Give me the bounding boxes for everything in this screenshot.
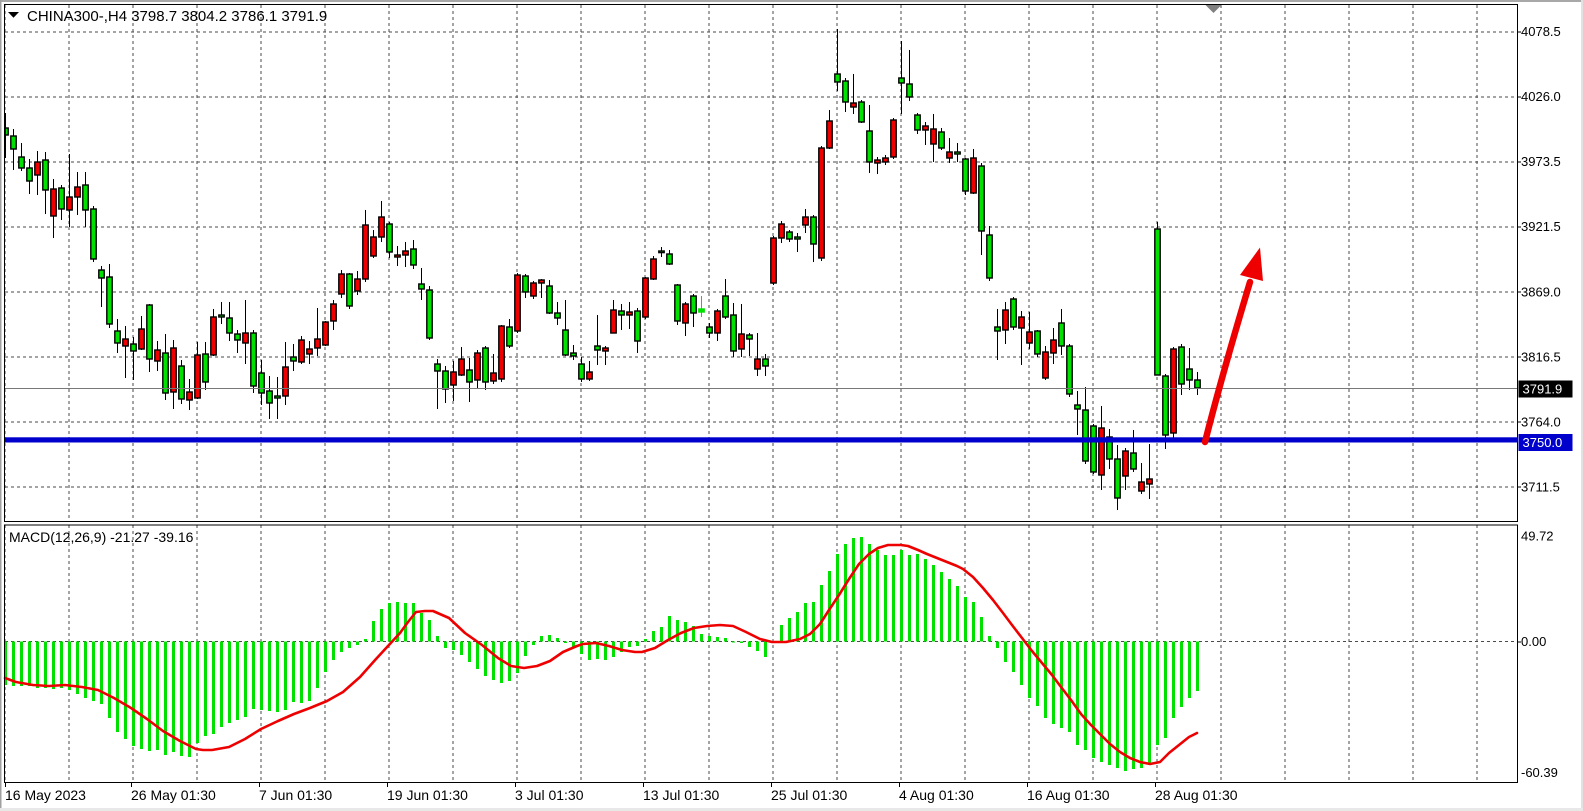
svg-text:7 Jun 01:30: 7 Jun 01:30 bbox=[259, 787, 332, 803]
svg-text:3921.5: 3921.5 bbox=[1521, 219, 1561, 234]
svg-text:4078.5: 4078.5 bbox=[1521, 24, 1561, 39]
svg-text:3764.0: 3764.0 bbox=[1521, 414, 1561, 429]
svg-text:13 Jul 01:30: 13 Jul 01:30 bbox=[643, 787, 719, 803]
svg-text:19 Jun 01:30: 19 Jun 01:30 bbox=[387, 787, 468, 803]
svg-text:4026.0: 4026.0 bbox=[1521, 89, 1561, 104]
svg-text:MACD(12,26,9) -21.27 -39.16: MACD(12,26,9) -21.27 -39.16 bbox=[9, 529, 194, 545]
svg-text:3791.9: 3791.9 bbox=[1523, 382, 1563, 397]
svg-text:3973.5: 3973.5 bbox=[1521, 154, 1561, 169]
svg-text:0.00: 0.00 bbox=[1521, 634, 1546, 649]
svg-text:3816.5: 3816.5 bbox=[1521, 349, 1561, 364]
svg-text:16 Aug 01:30: 16 Aug 01:30 bbox=[1027, 787, 1110, 803]
svg-text:4 Aug 01:30: 4 Aug 01:30 bbox=[899, 787, 974, 803]
svg-text:25 Jul 01:30: 25 Jul 01:30 bbox=[771, 787, 847, 803]
svg-text:3750.0: 3750.0 bbox=[1523, 435, 1563, 450]
svg-text:CHINA300-,H4 3798.7 3804.2 37: CHINA300-,H4 3798.7 3804.2 3786.1 3791.9 bbox=[27, 8, 327, 25]
svg-text:3 Jul 01:30: 3 Jul 01:30 bbox=[515, 787, 584, 803]
svg-text:16 May 2023: 16 May 2023 bbox=[5, 787, 86, 803]
svg-text:26 May 01:30: 26 May 01:30 bbox=[131, 787, 216, 803]
svg-text:3711.5: 3711.5 bbox=[1521, 479, 1560, 494]
svg-text:3869.0: 3869.0 bbox=[1521, 284, 1561, 299]
svg-text:28 Aug 01:30: 28 Aug 01:30 bbox=[1155, 787, 1238, 803]
svg-text:49.72: 49.72 bbox=[1521, 529, 1554, 544]
svg-text:-60.39: -60.39 bbox=[1521, 765, 1558, 780]
